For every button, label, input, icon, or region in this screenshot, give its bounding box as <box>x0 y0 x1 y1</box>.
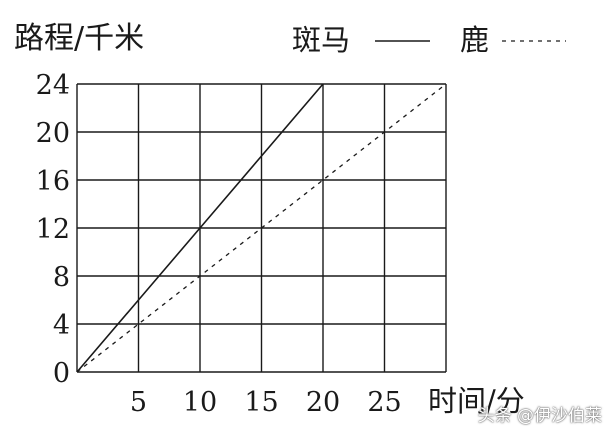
legend-label-deer: 鹿 <box>460 23 489 57</box>
chart-ticks: 0 4 8 12 16 20 24 5 10 15 20 25 <box>36 70 402 418</box>
legend: 斑马 鹿 <box>292 23 566 57</box>
y-tick-label: 8 <box>53 262 70 293</box>
y-tick-label: 4 <box>53 310 70 341</box>
x-tick-label: 20 <box>306 387 340 418</box>
x-tick-label: 25 <box>367 387 401 418</box>
x-tick-label: 10 <box>183 387 217 418</box>
y-tick-label: 12 <box>36 214 70 245</box>
x-axis-label: 时间/分 <box>428 384 525 418</box>
legend-label-zebra: 斑马 <box>292 23 350 57</box>
x-tick-label: 5 <box>130 387 147 418</box>
y-tick-label: 20 <box>36 118 70 149</box>
x-tick-label: 15 <box>244 387 278 418</box>
series-line-zebra <box>76 83 324 373</box>
watermark: 头条 @伊沙伯莱 <box>477 406 602 426</box>
y-axis-label: 路程/千米 <box>14 21 144 56</box>
chart-series <box>76 83 447 373</box>
y-tick-label: 24 <box>36 70 70 101</box>
y-tick-label: 16 <box>36 166 70 197</box>
y-tick-label: 0 <box>53 358 70 389</box>
series-line-deer <box>76 83 447 373</box>
